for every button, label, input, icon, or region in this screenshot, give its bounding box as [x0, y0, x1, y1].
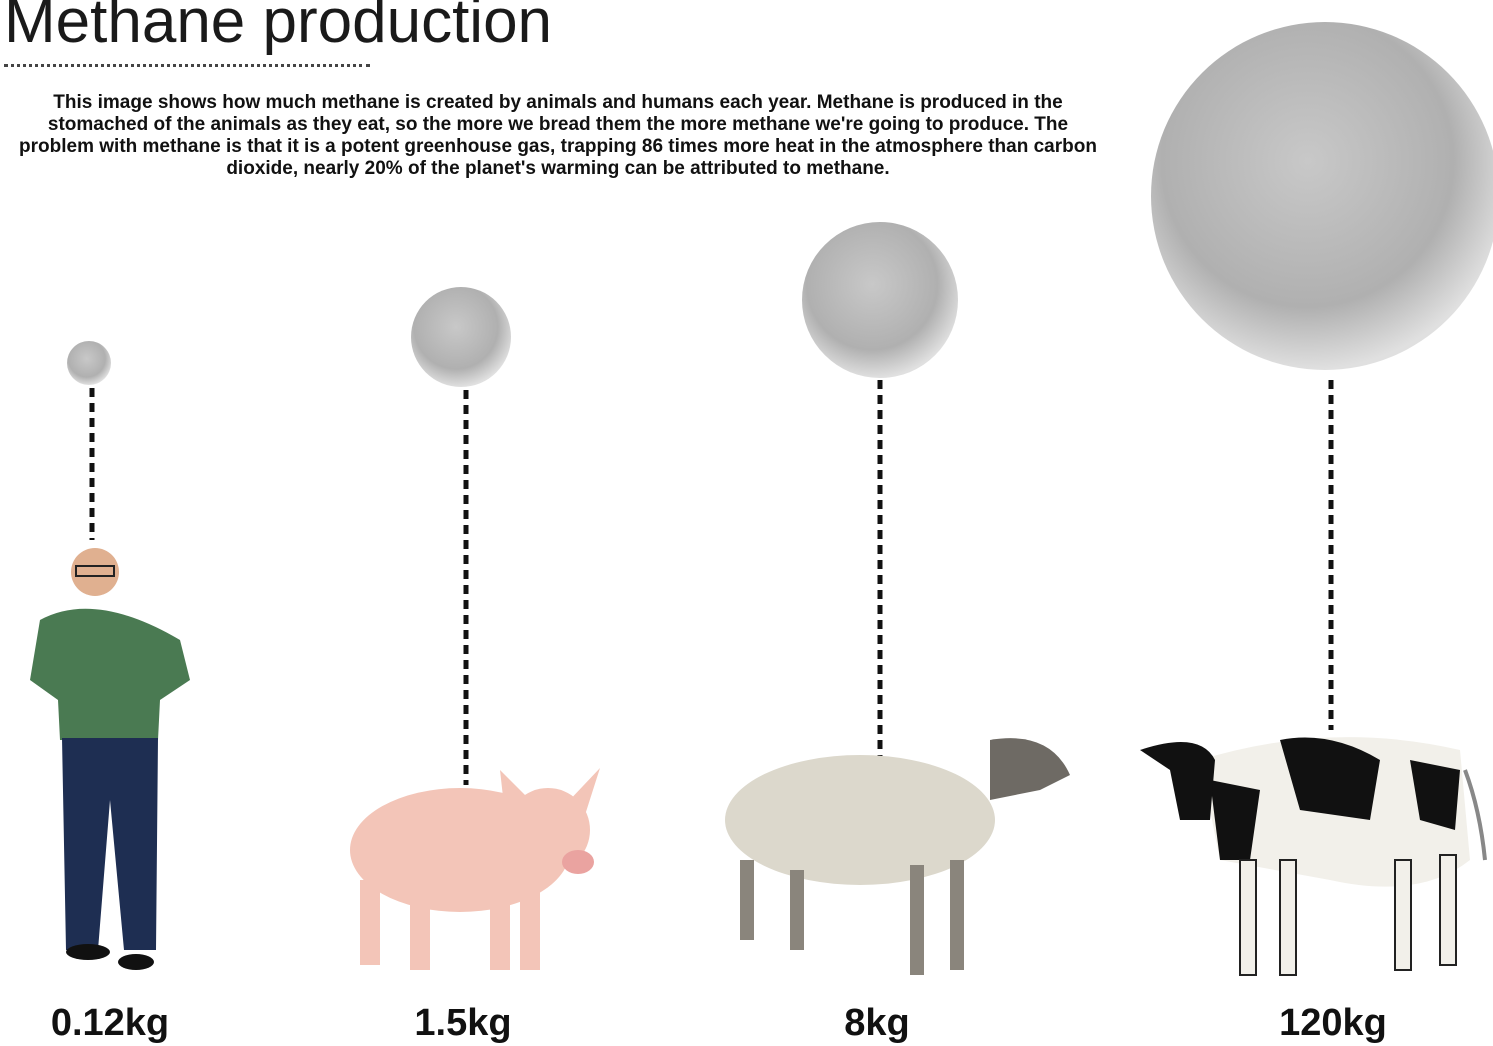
- amount-label: 8kg: [777, 1002, 977, 1045]
- person: [30, 548, 190, 970]
- bubble: [802, 222, 958, 378]
- amount-label: 0.12kg: [10, 1002, 210, 1045]
- bubble: [67, 341, 111, 385]
- title-underline: [4, 64, 370, 67]
- pig: [350, 768, 600, 970]
- bubble: [411, 287, 511, 387]
- amount-label: 1.5kg: [363, 1002, 563, 1045]
- amount-label: 120kg: [1233, 1002, 1433, 1045]
- connectors: [92, 380, 1331, 785]
- description: This image shows how much methane is cre…: [8, 92, 1108, 180]
- methane-bubbles: [67, 22, 1493, 387]
- page: {"title": "Methane production", "descrip…: [0, 0, 1493, 1046]
- cow: [1140, 737, 1485, 975]
- sheep: [725, 738, 1070, 975]
- title: Methane production: [4, 0, 552, 57]
- bubble: [1151, 22, 1493, 370]
